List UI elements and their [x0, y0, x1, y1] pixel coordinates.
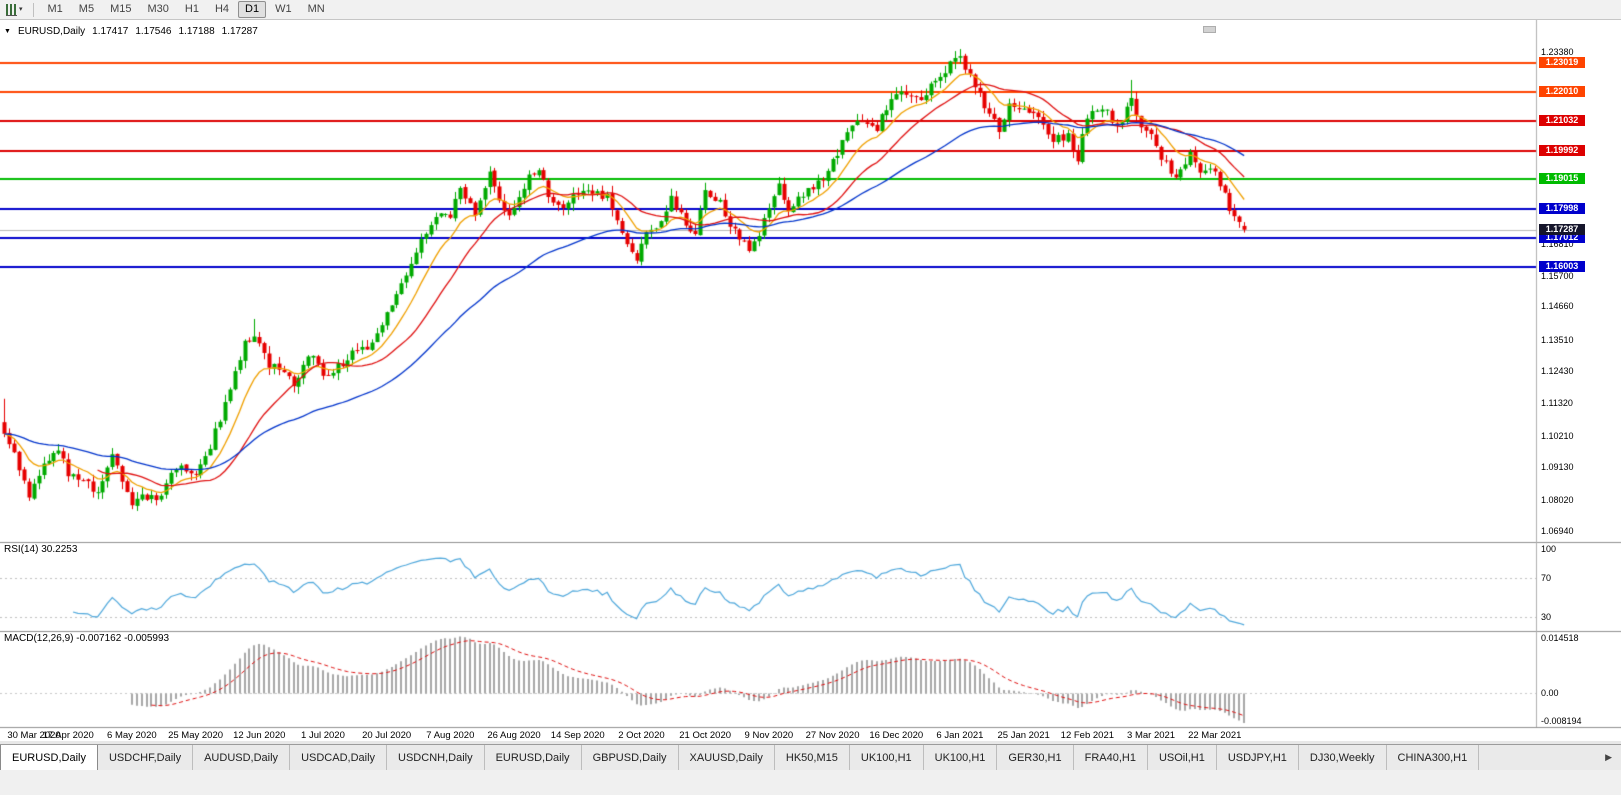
x-axis-date-label: 20 Jul 2020	[362, 730, 412, 741]
x-axis-date-label: 6 Jan 2021	[936, 730, 984, 741]
caret-down-icon: ▾	[19, 5, 23, 13]
y-axis-price-label: 1.06940	[1541, 525, 1574, 536]
x-axis-date-label: 14 Sep 2020	[550, 730, 605, 741]
x-axis-date-label: 12 Jun 2020	[233, 730, 286, 741]
y-axis-price-label: 1.15700	[1541, 270, 1574, 281]
x-axis-date-label: 17 Apr 2020	[42, 730, 94, 741]
chart-low-value: 1.17188	[178, 26, 215, 37]
x-axis-date-label: 25 Jan 2021	[997, 730, 1050, 741]
chart-open-value: 1.17417	[92, 26, 129, 37]
window-footer	[0, 770, 1621, 795]
price-level-tag: 1.21032	[1539, 114, 1585, 126]
x-axis-date-label: 25 May 2020	[168, 730, 224, 741]
chart-tab-fra40-h1[interactable]: FRA40,H1	[1073, 745, 1148, 770]
timeframe-h1-button[interactable]: H1	[184, 3, 199, 15]
chart-tabbar: EURUSD,Daily USDCHF,Daily AUDUSD,Daily USDC…	[0, 744, 1621, 770]
rsi-scale-label: 70	[1541, 573, 1552, 584]
x-axis-date-label: 3 Mar 2021	[1127, 730, 1176, 741]
x-axis-date-label: 22 Mar 2021	[1188, 730, 1242, 741]
rsi-scale-label: 100	[1541, 544, 1557, 554]
y-axis-price-label: 1.13510	[1541, 334, 1574, 345]
y-axis-price-label: 1.09130	[1541, 462, 1574, 473]
timeframe-toolbar: ▾ M1 M5 M15 M30 H1 H4 D1 W1 MN	[0, 0, 1621, 20]
timeframe-m5-button[interactable]: M5	[78, 3, 95, 15]
chart-tab-usdjpy-h1[interactable]: USDJPY,H1	[1216, 745, 1299, 770]
y-axis-price-label: 1.12430	[1541, 366, 1574, 377]
price-level-tag: 1.23019	[1539, 56, 1585, 68]
x-axis-date-label: 9 Nov 2020	[744, 730, 794, 741]
chart-symbol-label: EURUSD,Daily	[17, 26, 86, 37]
tab-scroll-right-icon[interactable]: ▶	[1605, 752, 1612, 762]
chart-marker-icon: ▼	[4, 28, 11, 35]
x-axis-date-label: 12 Feb 2021	[1060, 730, 1115, 741]
current-price-tag: 1.17287	[1539, 223, 1585, 235]
x-axis-date-label: 2 Oct 2020	[618, 730, 665, 741]
macd-scale-label: 0.014518	[1541, 633, 1579, 643]
chart-tab-usdcad-daily[interactable]: USDCAD,Daily	[290, 745, 388, 770]
price-level-tag: 1.22010	[1539, 86, 1585, 98]
chart-tab-uk100-h1[interactable]: UK100,H1	[849, 745, 924, 770]
timeframe-m15-button[interactable]: M15	[110, 3, 132, 15]
timeframe-mn-button[interactable]: MN	[307, 3, 325, 15]
chart-tab-usdchf-daily[interactable]: USDCHF,Daily	[97, 745, 194, 770]
chart-ohlc-readout: ▼ EURUSD,Daily 1.17417 1.17546 1.17188 1…	[4, 26, 258, 37]
timeframe-d1-button[interactable]: D1	[238, 1, 267, 18]
rsi-indicator-label: RSI(14) 30.2253	[4, 544, 78, 555]
chart-tab-eurusd-daily[interactable]: EURUSD,Daily	[0, 745, 98, 770]
chart-tab-usdcnh-daily[interactable]: USDCNH,Daily	[387, 745, 485, 770]
price-level-tag: 1.17012	[1539, 231, 1585, 243]
chart-tab-xauusd-daily[interactable]: XAUUSD,Daily	[678, 745, 775, 770]
macd-scale-label: -0.008194	[1541, 716, 1582, 726]
price-level-tag: 1.19992	[1539, 144, 1585, 156]
chart-type-button[interactable]: ▾	[3, 3, 26, 17]
x-axis-date-label: 21 Oct 2020	[679, 730, 732, 741]
chart-close-value: 1.17287	[221, 26, 258, 37]
macd-scale-label: 0.00	[1541, 687, 1559, 698]
macd-indicator-label: MACD(12,26,9) -0.007162 -0.005993	[4, 633, 170, 644]
x-axis-date-label: 26 Aug 2020	[487, 730, 541, 741]
chart-tab-audusd-daily[interactable]: AUDUSD,Daily	[193, 745, 291, 770]
price-level-tag: 1.17998	[1539, 202, 1585, 214]
chart-tab-dj30-weekly[interactable]: DJ30,Weekly	[1298, 745, 1387, 770]
timeframe-w1-button[interactable]: W1	[275, 3, 292, 15]
price-chart-canvas[interactable]	[0, 20, 1621, 741]
chart-tab-uk100-h1[interactable]: UK100,H1	[923, 745, 998, 770]
y-axis-price-label: 1.08020	[1541, 494, 1574, 505]
y-axis-price-label: 1.23380	[1541, 47, 1574, 58]
timeframe-buttons: M1 M5 M15 M30 H1 H4 D1 W1 MN	[41, 1, 332, 18]
x-axis-date-label: 1 Jul 2020	[301, 730, 345, 741]
timeframe-m1-button[interactable]: M1	[47, 3, 63, 15]
x-axis-date-label: 16 Dec 2020	[869, 730, 924, 741]
chart-tab-usoil-h1[interactable]: USOil,H1	[1147, 745, 1217, 770]
chart-tab-gbpusd-daily[interactable]: GBPUSD,Daily	[581, 745, 679, 770]
x-axis-date-label: 6 May 2020	[107, 730, 157, 741]
chart-shift-marker[interactable]	[1203, 26, 1216, 33]
x-axis-date-label: 27 Nov 2020	[805, 730, 860, 741]
chart-tab-ger30-h1[interactable]: GER30,H1	[997, 745, 1074, 770]
chart-tab-eurusd-daily[interactable]: EURUSD,Daily	[484, 745, 582, 770]
chart-tab-china300-h1[interactable]: CHINA300,H1	[1386, 745, 1480, 770]
y-axis-price-label: 1.16810	[1541, 238, 1574, 249]
toolbar-separator	[32, 2, 34, 17]
chart-area: ▼ EURUSD,Daily 1.17417 1.17546 1.17188 1…	[0, 20, 1621, 741]
price-level-tag: 1.16003	[1539, 261, 1585, 273]
chart-high-value: 1.17546	[135, 26, 172, 37]
y-axis-price-label: 1.10210	[1541, 430, 1574, 441]
y-axis-price-label: 1.11320	[1541, 398, 1573, 409]
chart-tab-hk50-m15[interactable]: HK50,M15	[774, 745, 850, 770]
bar-chart-icon	[6, 3, 17, 16]
y-axis-price-label: 1.14660	[1541, 301, 1574, 312]
timeframe-m30-button[interactable]: M30	[147, 3, 169, 15]
price-level-tag: 1.19015	[1539, 173, 1585, 185]
rsi-scale-label: 30	[1541, 612, 1552, 623]
x-axis-date-label: 30 Mar 2020	[7, 730, 61, 741]
x-axis-date-label: 7 Aug 2020	[426, 730, 475, 741]
window-divider	[0, 741, 1621, 744]
timeframe-h4-button[interactable]: H4	[214, 3, 230, 15]
